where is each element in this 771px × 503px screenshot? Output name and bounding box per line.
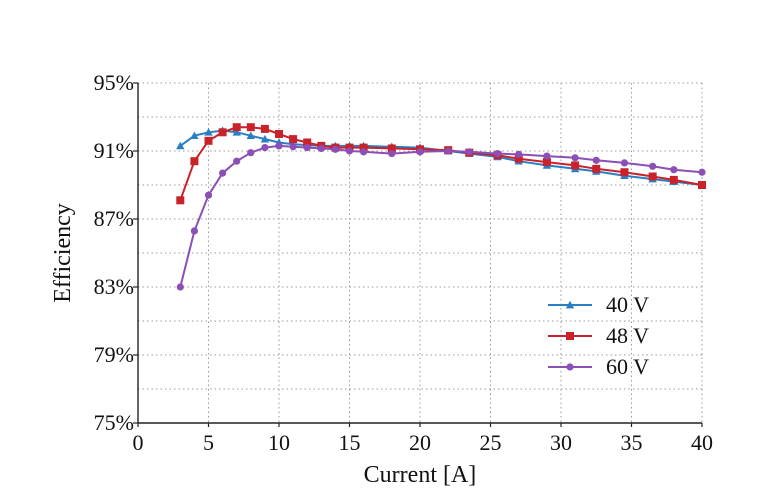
data-point [465, 148, 473, 156]
y-tick-label: 75% [94, 410, 134, 435]
data-point [190, 157, 199, 166]
data-point [542, 158, 551, 167]
data-point [620, 159, 629, 167]
y-tick-label: 95% [94, 70, 134, 95]
data-point [444, 147, 452, 155]
data-point [649, 162, 657, 170]
data-point [289, 135, 298, 144]
series-48v [176, 123, 706, 205]
x-tick-label: 35 [621, 430, 643, 455]
data-point [204, 191, 213, 199]
legend-marker [565, 300, 575, 309]
data-point [260, 134, 270, 143]
legend-entry: 48 V [548, 323, 649, 348]
data-point [246, 123, 255, 132]
series-60v [176, 142, 706, 291]
data-point [303, 138, 312, 147]
data-point [592, 156, 600, 164]
x-axis-label: Current [A] [364, 462, 477, 488]
data-point [246, 131, 255, 140]
data-point [289, 143, 297, 151]
series-40v [176, 126, 707, 189]
data-point [218, 128, 227, 137]
legend-label: 48 V [606, 323, 649, 348]
x-tick-label: 5 [203, 430, 214, 455]
data-point [176, 196, 185, 205]
data-point [669, 175, 678, 184]
y-axis-label: Efficiency [50, 203, 76, 303]
data-point [345, 147, 354, 155]
data-point [515, 150, 523, 158]
data-point [493, 149, 502, 158]
data-point [387, 144, 396, 153]
data-point [190, 227, 198, 235]
data-point [247, 149, 255, 157]
data-point [317, 144, 325, 153]
legend-marker [566, 363, 574, 371]
legend-label: 60 V [606, 354, 649, 379]
tick-labels: 75% 79% 83% 87% 91% 95% 0 5 10 15 20 25 30 35 40 [94, 70, 713, 455]
y-tick-label: 87% [94, 206, 134, 231]
data-point [571, 161, 580, 170]
data-point [219, 169, 227, 177]
data-point [233, 157, 241, 165]
axes [133, 82, 703, 427]
data-point [275, 142, 283, 150]
data-point [360, 148, 368, 156]
data-point [204, 128, 213, 136]
data-point [648, 172, 657, 181]
data-point [190, 131, 199, 140]
data-point [261, 144, 269, 152]
data-point [698, 168, 706, 176]
data-point [388, 149, 396, 158]
legend-marker [566, 332, 574, 340]
y-tick-label: 83% [94, 274, 134, 299]
legend-entry: 40 V [548, 292, 649, 317]
data-point [416, 148, 424, 156]
legend-label: 40 V [606, 292, 649, 317]
data-point [232, 128, 241, 136]
data-point [543, 152, 551, 160]
y-tick-label: 79% [94, 342, 134, 367]
legend-entry: 60 V [548, 354, 649, 379]
series-line [179, 144, 703, 288]
data-point [176, 283, 184, 291]
data-point [592, 164, 601, 173]
data-point [514, 154, 523, 163]
data-point [260, 124, 269, 133]
data-point [359, 143, 368, 152]
y-tick-label: 91% [94, 138, 134, 163]
data-point [620, 168, 629, 177]
data-series [176, 123, 707, 291]
data-point [571, 154, 579, 162]
data-point [698, 181, 706, 189]
data-point [176, 141, 185, 150]
data-point [204, 136, 213, 145]
x-tick-label: 30 [550, 430, 572, 455]
x-tick-label: 25 [480, 430, 502, 455]
x-tick-label: 15 [339, 430, 361, 455]
data-point [331, 145, 339, 153]
x-tick-label: 0 [133, 430, 144, 455]
x-tick-label: 20 [409, 430, 431, 455]
x-tick-label: 10 [268, 430, 290, 455]
data-point [670, 166, 678, 174]
data-point [303, 144, 311, 152]
legend: 40 V 48 V 60 V [548, 292, 649, 379]
data-point [275, 130, 283, 138]
x-tick-label: 40 [691, 430, 713, 455]
data-point [232, 123, 241, 132]
